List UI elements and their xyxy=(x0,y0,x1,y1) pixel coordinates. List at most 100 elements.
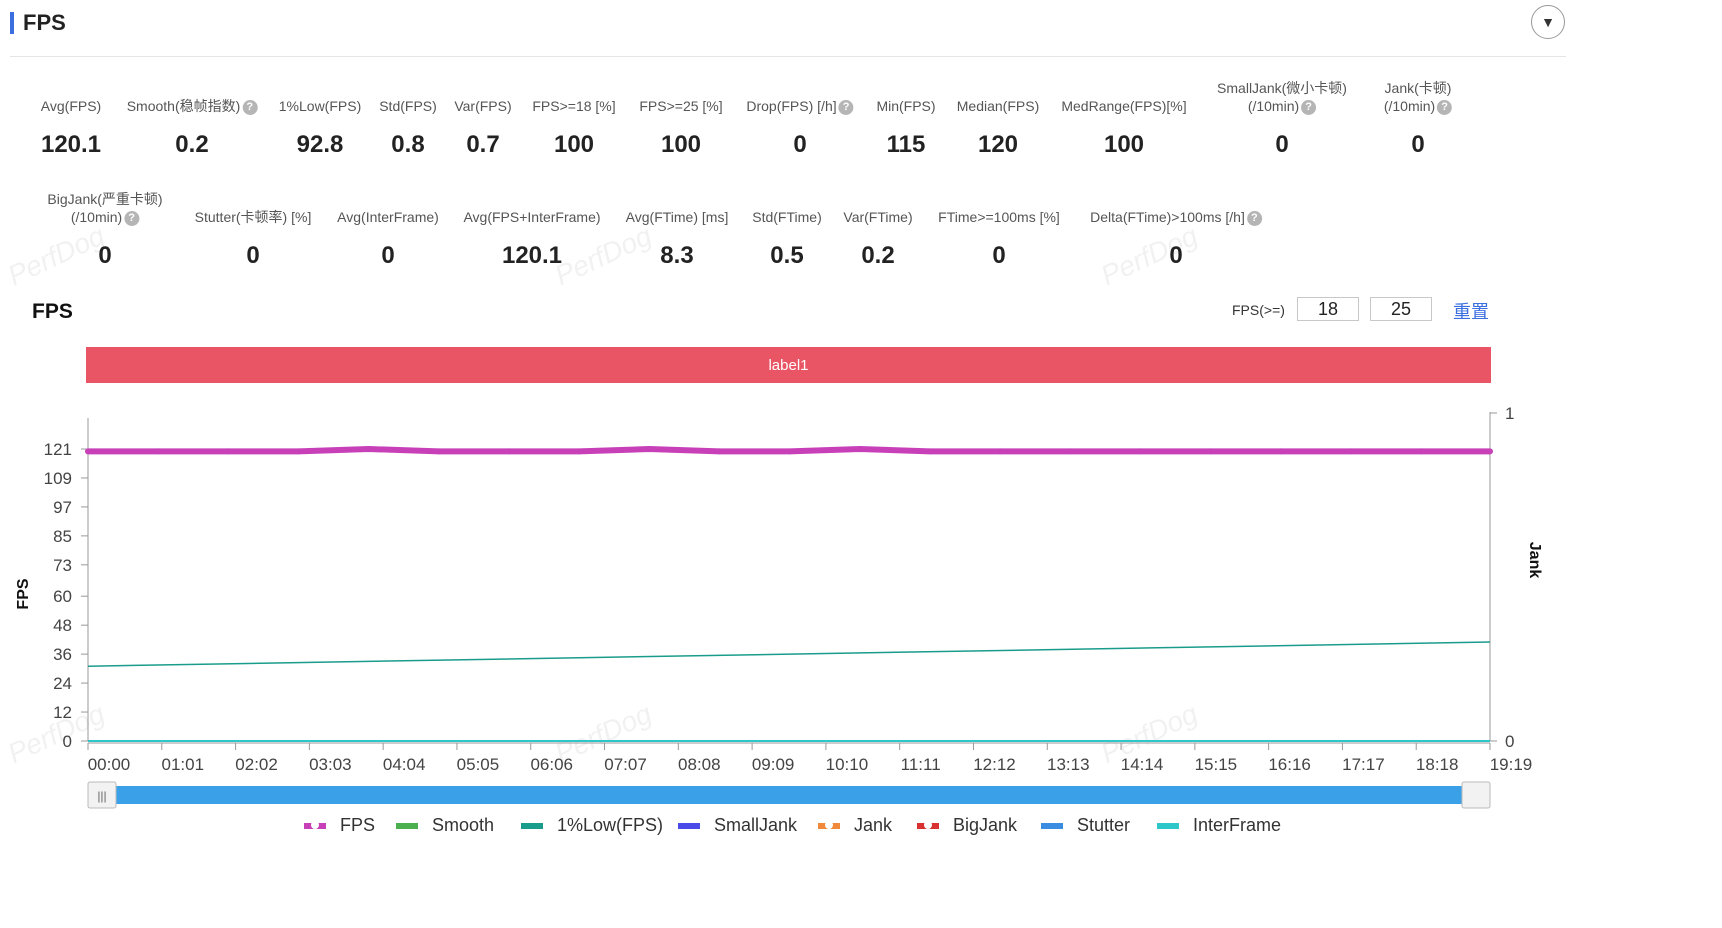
metric-metrics_row1-4: Var(FPS) 0.7 xyxy=(454,97,511,158)
metric-label-text: Var(FTime) xyxy=(843,209,913,225)
legend-label: Smooth xyxy=(432,815,495,835)
y-tick-label: 0 xyxy=(63,732,72,751)
legend-item-bigjank[interactable]: BigJank xyxy=(917,815,1017,836)
metric-label-text: Std(FPS) xyxy=(379,98,437,114)
y-tick-label: 97 xyxy=(53,498,72,517)
x-tick-label: 13:13 xyxy=(1047,755,1090,774)
metric-value: 0 xyxy=(992,242,1006,269)
metric-metrics_row1-12: Jank(卡顿) (/10min)? 0 xyxy=(1383,79,1453,158)
legend-item-fps[interactable]: FPS xyxy=(304,815,375,836)
reset-button[interactable]: 重置 xyxy=(1453,302,1489,322)
metric-label-text: Min(FPS) xyxy=(876,98,936,114)
legend-item-smooth[interactable]: Smooth xyxy=(396,815,494,836)
metric-label: Avg(FPS+InterFrame) xyxy=(463,208,600,226)
x-tick-label: 01:01 xyxy=(162,755,205,774)
metric-metrics_row2-5: Std(FTime) 0.5 xyxy=(752,208,821,269)
y2-axis-title: Jank xyxy=(1526,542,1543,579)
legend-swatch xyxy=(1041,822,1063,829)
fps-point xyxy=(85,448,91,455)
metric-label-text: MedRange(FPS)[%] xyxy=(1061,98,1187,114)
metric-label-text: Jank(卡顿) xyxy=(1384,80,1452,96)
chevron-down-icon[interactable]: ▼ xyxy=(1531,5,1565,39)
section-header: FPS ▼ xyxy=(10,0,1566,57)
metric-value: 100 xyxy=(1103,131,1145,158)
fps-point xyxy=(1347,448,1354,455)
x-tick-label: 16:16 xyxy=(1268,755,1311,774)
fps-point xyxy=(1067,448,1074,455)
y-tick-label: 24 xyxy=(53,674,72,693)
metric-value: 0 xyxy=(98,242,112,269)
legend-swatch xyxy=(304,820,326,829)
fps-point xyxy=(295,448,302,455)
help-icon[interactable]: ? xyxy=(1301,99,1317,115)
metric-value: 0 xyxy=(793,131,807,158)
metric-label-text: FTime>=100ms [%] xyxy=(938,209,1060,225)
legend-item-interframe[interactable]: InterFrame xyxy=(1157,815,1281,836)
legend-item-1-low-fps-[interactable]: 1%Low(FPS) xyxy=(521,815,663,836)
fps-chart[interactable]: 0 12 24 36 48 60 73 85 97 109 121 0 1 00:00 01:01 02:02… xyxy=(0,395,1560,815)
metric-label: FTime>=100ms [%] xyxy=(938,208,1060,226)
x-tick-label: 17:17 xyxy=(1342,755,1385,774)
metric-value: 0.5 xyxy=(770,242,804,269)
zoom-slider-track xyxy=(88,786,1490,804)
metric-label-text: SmallJank(微小卡顿) xyxy=(1217,80,1347,96)
metric-label-unit: (/10min) xyxy=(1383,98,1436,114)
y-axis-title: FPS xyxy=(15,578,32,609)
x-tick-label: 08:08 xyxy=(678,755,721,774)
x-tick-label: 12:12 xyxy=(973,755,1016,774)
watermark: PerfDog xyxy=(3,219,110,292)
fps-point xyxy=(926,448,933,455)
metric-metrics_row2-1: Stutter(卡顿率) [%] 0 xyxy=(195,208,312,269)
legend-label: SmallJank xyxy=(714,815,798,835)
section-title: FPS xyxy=(23,10,66,35)
metric-label-text: Avg(FTime) [ms] xyxy=(625,209,729,225)
y-tick-label: 109 xyxy=(44,469,72,488)
x-tick-label: 07:07 xyxy=(604,755,647,774)
help-icon[interactable]: ? xyxy=(1437,99,1453,115)
metric-metrics_row2-3: Avg(FPS+InterFrame) 120.1 xyxy=(463,208,600,269)
metric-value: 120.1 xyxy=(501,242,563,269)
help-icon[interactable]: ? xyxy=(242,99,258,115)
zoom-slider-left-handle[interactable] xyxy=(87,781,117,809)
legend-swatch xyxy=(678,822,700,829)
help-icon[interactable]: ? xyxy=(124,210,140,226)
legend-item-jank[interactable]: Jank xyxy=(818,815,892,836)
chart-legend: FPS Smooth 1%Low(FPS) SmallJank Jank BigJank S… xyxy=(0,815,1722,841)
fps-point xyxy=(225,448,232,455)
zoom-slider-right-handle[interactable] xyxy=(1461,781,1491,809)
y2-tick-label: 1 xyxy=(1505,404,1514,423)
metric-label: Delta(FTime)>100ms [/h]? xyxy=(1090,208,1262,226)
metric-value: 100 xyxy=(553,131,595,158)
metric-label-text: Avg(FPS) xyxy=(40,98,102,114)
y-tick-label: 12 xyxy=(53,703,72,722)
fps-point xyxy=(435,448,442,455)
metric-metrics_row1-0: Avg(FPS) 120.1 xyxy=(40,97,102,158)
fps-point xyxy=(716,448,723,455)
metric-label: MedRange(FPS)[%] xyxy=(1061,97,1186,115)
metric-label-text: FPS>=25 [%] xyxy=(639,98,723,114)
threshold-input-1[interactable] xyxy=(1297,297,1359,321)
fps-point xyxy=(1137,448,1144,455)
y2-tick-label: 0 xyxy=(1505,732,1514,751)
label-band[interactable]: label1 xyxy=(86,347,1491,383)
y-tick-label: 60 xyxy=(53,587,72,606)
metric-label: Drop(FPS) [/h]? xyxy=(746,97,854,115)
legend-label: BigJank xyxy=(953,815,1018,835)
fps-point xyxy=(1487,448,1493,455)
metric-label: FPS>=25 [%] xyxy=(639,97,722,115)
metric-label: Std(FTime) xyxy=(752,208,821,226)
metric-value: 100 xyxy=(660,131,702,158)
legend-item-stutter[interactable]: Stutter xyxy=(1041,815,1130,836)
help-icon[interactable]: ? xyxy=(838,99,854,115)
header-accent-bar xyxy=(10,12,14,34)
legend-item-smalljank[interactable]: SmallJank xyxy=(678,815,797,836)
metric-metrics_row1-5: FPS>=18 [%] 100 xyxy=(532,97,615,158)
legend-label: InterFrame xyxy=(1193,815,1282,835)
threshold-label: FPS(>=) xyxy=(1232,302,1285,318)
fps-point xyxy=(646,446,653,452)
metric-metrics_row1-9: Median(FPS) 120 xyxy=(957,97,1039,158)
threshold-input-2[interactable] xyxy=(1370,297,1432,321)
metric-label-text: Avg(FPS+InterFrame) xyxy=(463,209,601,225)
metric-label-text: Avg(InterFrame) xyxy=(337,209,439,225)
help-icon[interactable]: ? xyxy=(1246,210,1262,226)
